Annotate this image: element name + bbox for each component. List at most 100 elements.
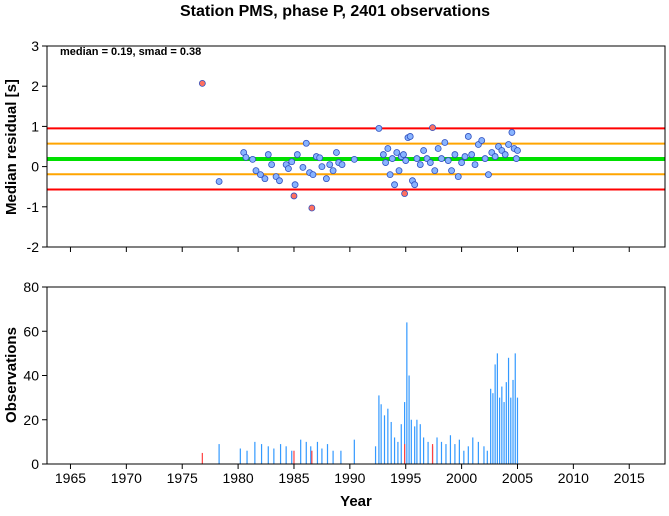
data-point — [384, 145, 392, 152]
x-tick-label: 2000 — [446, 470, 477, 486]
data-point — [444, 157, 452, 164]
data-point — [505, 141, 512, 148]
bar — [416, 419, 418, 464]
bar — [400, 424, 402, 464]
bar — [427, 441, 429, 464]
bar — [467, 446, 469, 464]
bar — [380, 404, 382, 464]
bar — [458, 439, 460, 464]
data-point — [375, 125, 383, 132]
data-point — [261, 175, 269, 183]
data-point — [252, 167, 260, 175]
data-point — [400, 151, 407, 158]
bar — [293, 450, 295, 464]
bar — [503, 402, 505, 464]
data-point — [426, 159, 434, 166]
bar — [406, 322, 408, 464]
bar — [431, 444, 434, 464]
data-point — [454, 173, 462, 181]
annotation: median = 0.19, smad = 0.38 — [60, 46, 201, 58]
x-tick-label: 2015 — [614, 470, 645, 486]
bar — [505, 382, 507, 464]
bar — [477, 441, 479, 464]
data-point — [429, 124, 436, 132]
data-point — [512, 155, 520, 162]
bar — [516, 397, 519, 464]
bar — [239, 448, 241, 464]
bar — [291, 450, 293, 464]
bar — [404, 444, 406, 464]
data-point — [242, 153, 250, 161]
data-point — [471, 161, 479, 168]
bar — [507, 357, 510, 464]
y-axis-label: Observations — [3, 327, 20, 423]
bar — [378, 395, 380, 464]
data-point — [276, 177, 283, 185]
x-tick-label: 1995 — [390, 470, 421, 486]
data-point — [420, 147, 428, 154]
y-tick-label: 40 — [23, 368, 39, 384]
bar — [387, 408, 389, 464]
bar — [514, 353, 516, 464]
x-tick-label: 1970 — [111, 470, 142, 486]
data-point — [350, 155, 358, 163]
y-tick-label: 0 — [31, 159, 39, 175]
bar — [326, 444, 329, 464]
x-tick-label: 1985 — [278, 470, 309, 486]
data-point — [451, 151, 459, 158]
bar — [390, 421, 392, 464]
y-tick-label: 80 — [23, 279, 39, 295]
data-point — [508, 129, 516, 136]
data-point — [514, 147, 521, 154]
bar — [353, 439, 355, 464]
data-point — [481, 155, 489, 162]
data-point — [198, 79, 206, 87]
data-point — [388, 155, 396, 162]
bar — [246, 450, 248, 464]
bar — [340, 450, 342, 464]
y-axis-label: Median residual [s] — [3, 79, 20, 215]
data-point — [308, 204, 316, 212]
bar — [201, 452, 203, 464]
y-tick-label: -1 — [27, 199, 40, 215]
bar — [501, 386, 503, 464]
data-point — [485, 171, 492, 179]
x-tick-label: 1980 — [223, 470, 254, 486]
data-point — [326, 161, 334, 168]
bar — [436, 437, 438, 464]
bar — [273, 448, 275, 464]
bar — [311, 450, 313, 464]
y-tick-label: 1 — [31, 118, 39, 134]
bar — [472, 437, 474, 464]
data-point — [395, 167, 403, 175]
bar — [449, 435, 452, 464]
bar — [510, 397, 512, 464]
y-tick-label: 20 — [23, 412, 39, 428]
bar — [463, 450, 465, 464]
bar — [332, 450, 334, 464]
data-point — [491, 153, 499, 160]
x-axis-label: Year — [340, 493, 372, 510]
bar — [440, 441, 443, 464]
bar — [316, 441, 319, 464]
data-point — [284, 165, 292, 173]
data-point — [434, 145, 442, 152]
bar — [260, 444, 263, 464]
bar — [397, 441, 399, 464]
data-point — [501, 151, 509, 158]
bar — [483, 446, 485, 464]
bar — [445, 444, 447, 464]
data-point — [302, 139, 310, 147]
data-point — [322, 175, 330, 183]
data-point — [268, 161, 276, 168]
y-tick-label: 2 — [31, 78, 39, 94]
x-tick-label: 1975 — [167, 470, 198, 486]
bar — [414, 426, 416, 464]
bar — [404, 402, 406, 464]
data-point — [257, 171, 264, 179]
data-point — [406, 133, 414, 140]
bar — [496, 353, 498, 464]
bar — [492, 393, 494, 464]
y-tick-label: 0 — [31, 456, 39, 472]
data-point — [291, 181, 299, 189]
